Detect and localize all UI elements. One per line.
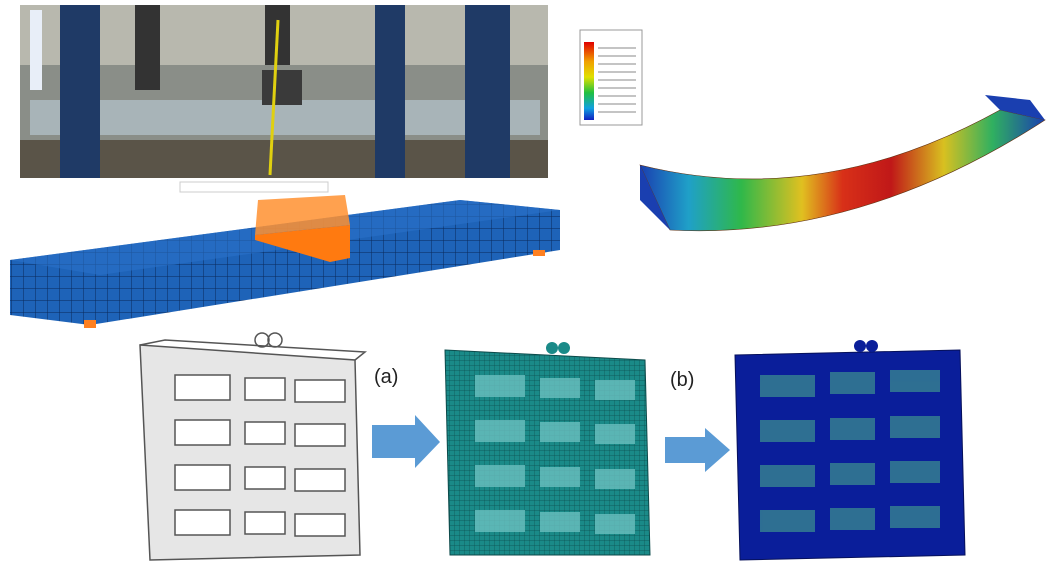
gate-geometry <box>140 333 365 560</box>
arrow <box>372 415 440 468</box>
contour-legend <box>580 30 642 125</box>
deformed-beam <box>640 95 1045 231</box>
gate-mesh <box>445 342 650 555</box>
label-b: (b) <box>670 369 694 391</box>
figure: (a) (b) <box>0 0 1051 568</box>
gate-result <box>735 340 965 560</box>
arrow <box>665 428 730 472</box>
label-a: (a) <box>374 366 398 388</box>
meshed-beam <box>10 182 560 328</box>
page: (a) (b) (() => { const data = JSON.parse… <box>0 0 1051 568</box>
lab-photo <box>20 5 548 178</box>
